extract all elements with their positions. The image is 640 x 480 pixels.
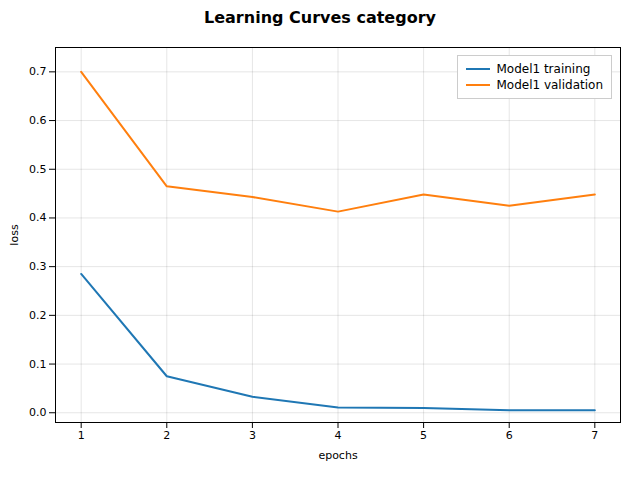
html-text:Model1 training: Model1 training — [496, 62, 591, 76]
svg-text:4: 4 — [335, 429, 342, 442]
svg-text:0.2: 0.2 — [29, 309, 47, 322]
svg-text:2: 2 — [163, 429, 170, 442]
svg-text:0.5: 0.5 — [29, 163, 47, 176]
svg-text:0.6: 0.6 — [29, 114, 47, 127]
svg-text:5: 5 — [420, 429, 427, 442]
svg-text:0.1: 0.1 — [29, 358, 47, 371]
svg-text:0.3: 0.3 — [29, 260, 47, 273]
html-text:Model1 validation: Model1 validation — [496, 78, 603, 92]
svg-text:0.4: 0.4 — [29, 211, 47, 224]
svg-text:3: 3 — [249, 429, 256, 442]
svg-text:epochs: epochs — [318, 449, 357, 462]
html-text:Learning Curves category: Learning Curves category — [204, 8, 436, 27]
svg-text:0.0: 0.0 — [29, 406, 47, 419]
svg-text:7: 7 — [591, 429, 598, 442]
svg-text:loss: loss — [8, 224, 21, 246]
svg-text:6: 6 — [506, 429, 513, 442]
svg-text:0.7: 0.7 — [29, 65, 47, 78]
svg-text:1: 1 — [78, 429, 85, 442]
